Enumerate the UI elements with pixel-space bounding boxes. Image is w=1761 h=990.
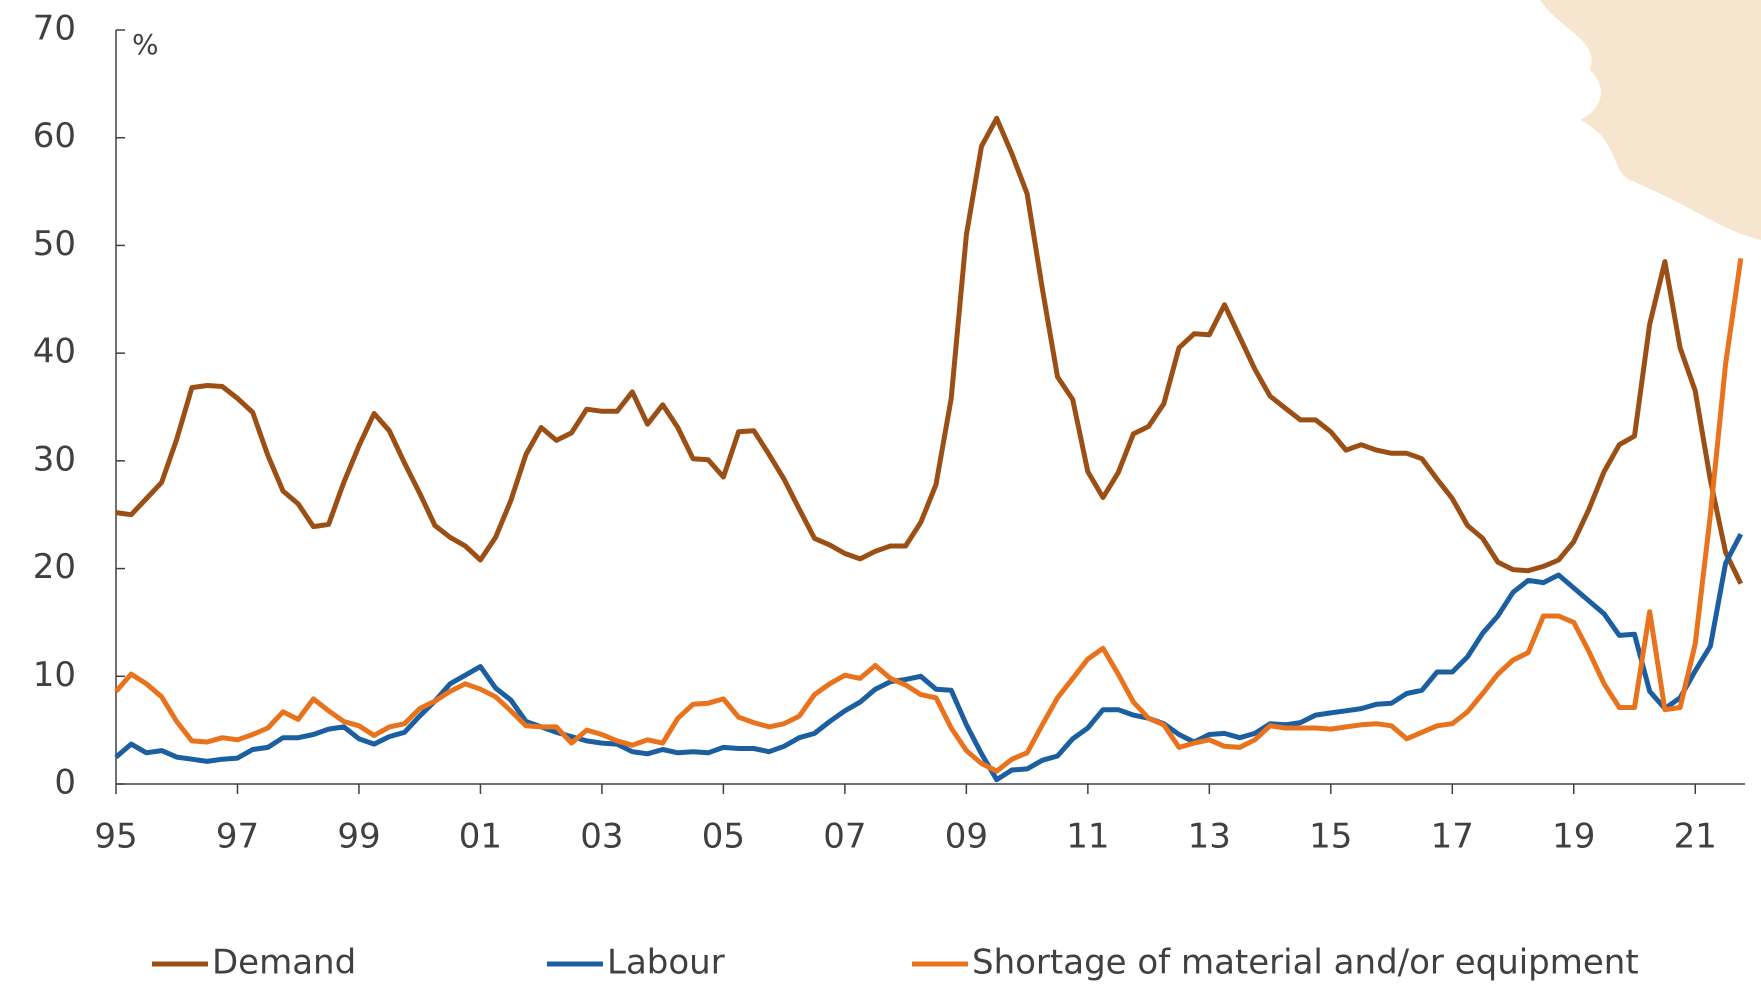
x-tick-label: 95 xyxy=(94,817,137,857)
y-tick-label: 40 xyxy=(33,332,76,372)
x-tick-label: 21 xyxy=(1674,817,1717,857)
x-tick-label: 11 xyxy=(1066,817,1109,857)
y-tick-label: 70 xyxy=(33,9,76,49)
legend-label: Labour xyxy=(607,943,725,983)
y-tick-label: 20 xyxy=(33,547,76,587)
x-tick-label: 99 xyxy=(337,817,380,857)
y-tick-label: 30 xyxy=(33,439,76,479)
y-axis-unit: % xyxy=(132,28,159,61)
y-tick-label: 0 xyxy=(54,763,76,803)
x-tick-label: 09 xyxy=(945,817,988,857)
series-line xyxy=(116,258,1741,771)
legend-label: Demand xyxy=(212,943,356,983)
x-tick-label: 07 xyxy=(823,817,866,857)
y-tick-label: 50 xyxy=(33,224,76,264)
x-tick-label: 17 xyxy=(1431,817,1474,857)
series-line xyxy=(116,118,1741,583)
x-tick-label: 15 xyxy=(1309,817,1352,857)
series-line xyxy=(116,534,1741,780)
x-tick-label: 03 xyxy=(580,817,623,857)
legend-label: Shortage of material and/or equipment xyxy=(972,943,1639,983)
x-tick-label: 01 xyxy=(459,817,502,857)
x-tick-label: 13 xyxy=(1188,817,1231,857)
x-tick-label: 05 xyxy=(702,817,745,857)
x-tick-label: 97 xyxy=(216,817,259,857)
x-tick-label: 19 xyxy=(1552,817,1595,857)
y-tick-label: 10 xyxy=(33,655,76,695)
y-tick-label: 60 xyxy=(33,116,76,156)
background-decoration xyxy=(1540,0,1761,240)
chart: % 0 10 20 30 40 50 60 70 95 97 99 01 03 05 07 09 11 13 15 1… xyxy=(0,0,1761,990)
